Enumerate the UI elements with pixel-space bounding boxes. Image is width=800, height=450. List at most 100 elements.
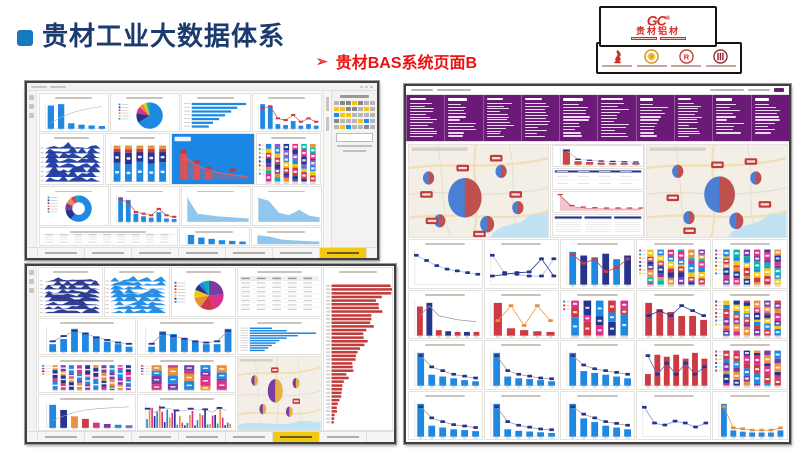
visual-type-icon <box>364 124 369 129</box>
pareto-chart-tile <box>483 390 559 441</box>
ridge-chart-tile <box>104 266 170 317</box>
subtitle: ➢ 贵材BAS系统页面B <box>316 49 477 73</box>
area-chart-tile <box>180 186 251 226</box>
pareto-chart-tile <box>559 390 636 441</box>
data-view-icon <box>29 279 34 284</box>
stackm-chart-tile <box>636 238 712 289</box>
title-bullet-icon <box>17 30 33 46</box>
visual-type-icon <box>370 112 375 117</box>
badge-gold-medal <box>635 49 668 67</box>
field-well <box>336 133 373 142</box>
area-chart-tile <box>251 186 322 226</box>
subtitle-label: 贵材BAS系统页面B <box>335 55 478 72</box>
bluearea-chart-tile <box>171 132 256 186</box>
map-chart-tile <box>407 143 549 238</box>
dashboard-screenshot-b <box>25 264 396 444</box>
stackm-chart-tile <box>256 132 322 186</box>
left-toolbar <box>27 91 37 247</box>
visual-type-icon <box>352 112 357 117</box>
left-toolbar <box>27 266 37 431</box>
hbars-chart-tile <box>237 317 323 355</box>
add-page-tab <box>27 248 38 258</box>
slicer-column <box>520 95 559 141</box>
map-chart-tile <box>646 143 788 238</box>
logo-brand: GC® <box>646 12 671 29</box>
pareto-chart-tile <box>712 390 788 441</box>
visual-type-icon <box>346 106 351 111</box>
line-chart-tile <box>407 238 483 289</box>
report-canvas <box>37 266 394 431</box>
pareto-chart-tile <box>559 238 636 289</box>
seal-icon <box>713 49 728 64</box>
pareto-chart-tile <box>483 340 559 390</box>
trademark-r-icon: R <box>679 49 694 64</box>
slicer-column <box>559 95 597 141</box>
pareto-chart-tile <box>37 317 137 355</box>
hbars-chart-tile <box>180 92 251 132</box>
dashboard-screenshot-a <box>25 81 379 260</box>
page-tabs <box>27 247 377 258</box>
collapsed-panes <box>323 91 331 247</box>
pareto-chart-tile <box>109 186 180 226</box>
page-tab <box>273 432 320 442</box>
data-view-icon <box>29 104 34 109</box>
gold-medal-icon <box>644 49 660 64</box>
visualizations-panel <box>331 91 377 247</box>
window-titlebar <box>27 83 377 91</box>
line-chart-tile <box>636 390 712 441</box>
pareto-chart-tile <box>251 92 322 132</box>
visual-type-icon <box>370 118 375 123</box>
ridge-chart-tile <box>38 132 104 186</box>
model-view-icon <box>29 288 34 293</box>
page-tab <box>38 432 85 442</box>
visual-type-icon <box>346 118 351 123</box>
visual-type-icon <box>334 100 339 105</box>
visual-type-icon <box>340 112 345 117</box>
visual-type-icon <box>340 100 345 105</box>
slicer-column <box>482 95 521 141</box>
visual-type-icon <box>346 100 351 105</box>
visual-type-icon <box>334 106 339 111</box>
pareto-chart-tile <box>137 317 237 355</box>
visual-type-icon <box>334 112 339 117</box>
stackm-chart-tile <box>37 355 137 393</box>
page-tab <box>85 432 132 442</box>
pie-chart-tile <box>38 186 109 226</box>
page-tab <box>273 248 320 258</box>
stackm-chart-tile <box>712 289 788 340</box>
dashboard-header <box>406 86 789 95</box>
page-tab <box>179 432 226 442</box>
visual-type-icon <box>352 100 357 105</box>
pareto-chart-tile <box>407 390 483 441</box>
page-tab <box>226 432 273 442</box>
page-tab <box>132 248 179 258</box>
dashboard-screenshot-c <box>404 84 791 444</box>
pareto-chart-tile <box>37 393 137 431</box>
visual-type-icon <box>352 124 357 129</box>
visual-type-icon <box>364 118 369 123</box>
visual-type-icon <box>358 112 363 117</box>
slicer-column <box>674 95 712 141</box>
area-chart-tile <box>250 226 322 246</box>
visual-type-icon <box>352 106 357 111</box>
pareto-chart-tile <box>407 289 483 340</box>
stackm-chart-tile <box>559 289 636 340</box>
visual-type-icon <box>340 124 345 129</box>
visual-type-icon <box>346 112 351 117</box>
dense-chart-tile <box>137 393 237 431</box>
slicer-table <box>406 95 789 142</box>
page-tab <box>132 432 179 442</box>
arrow-icon: ➢ <box>316 52 328 69</box>
slicer-column <box>750 95 789 141</box>
model-view-icon <box>29 113 34 118</box>
cluster-chart-tile <box>550 143 645 238</box>
page-tab <box>85 248 132 258</box>
visual-type-icon <box>370 100 375 105</box>
report-canvas <box>406 142 789 442</box>
visual-type-icon <box>334 124 339 129</box>
visual-type-icon <box>352 118 357 123</box>
line-chart-tile <box>483 238 559 289</box>
stackm-chart-tile <box>712 340 788 390</box>
visual-type-icon <box>358 100 363 105</box>
